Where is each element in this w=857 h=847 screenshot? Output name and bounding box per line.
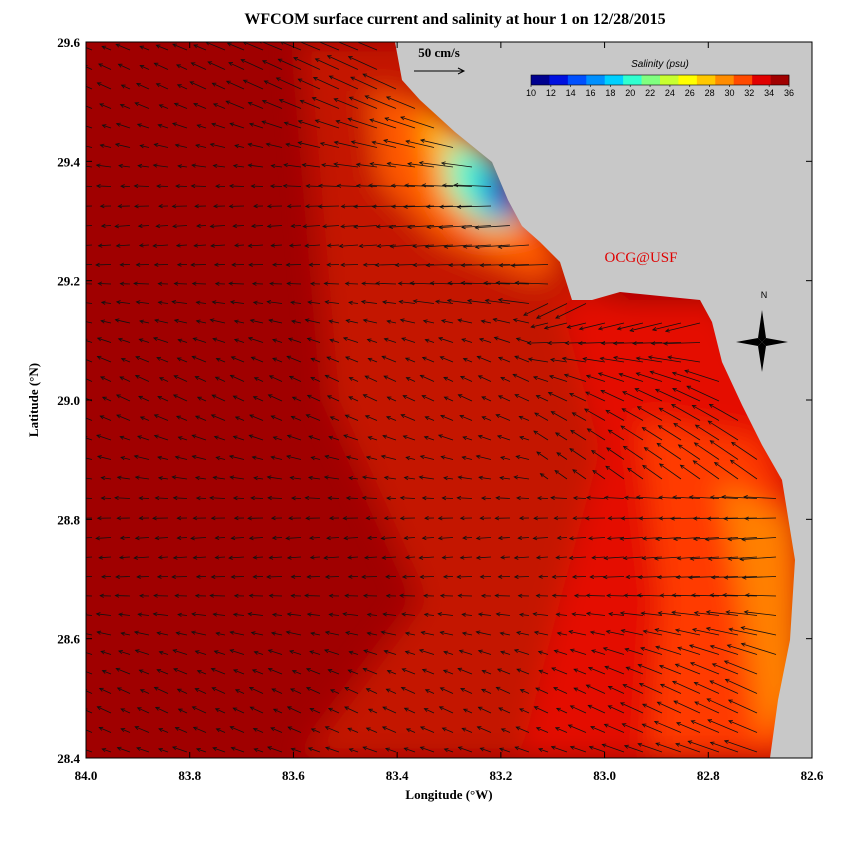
y-tick-label: 28.4: [57, 751, 80, 766]
colorbar-tick-label: 32: [744, 88, 754, 98]
arrow-shaft: [324, 283, 339, 284]
arrow-head: [81, 632, 85, 635]
colorbar-swatch: [549, 75, 568, 85]
arrow-head: [81, 594, 85, 597]
arrow-shaft: [362, 283, 377, 284]
colorbar-tick-label: 30: [724, 88, 734, 98]
arrow-head: [344, 36, 348, 39]
arrow-head: [81, 144, 85, 147]
y-tick-label: 28.6: [57, 632, 80, 647]
arrow-head: [77, 205, 81, 208]
x-tick-label: 83.8: [178, 768, 201, 783]
arrow-head: [82, 536, 86, 539]
y-axis-label: Latitude (°N): [26, 363, 41, 437]
colorbar-tick-label: 18: [605, 88, 615, 98]
x-tick-label: 83.6: [282, 768, 305, 783]
y-tick-label: 29.0: [57, 393, 80, 408]
colorbar-swatch: [623, 75, 642, 85]
colorbar-swatch: [771, 75, 790, 85]
colorbar-swatch: [734, 75, 753, 85]
arrow-head: [80, 184, 84, 187]
colorbar-tick-label: 14: [566, 88, 576, 98]
colorbar-tick-label: 10: [526, 88, 536, 98]
arrow-head: [78, 649, 82, 652]
colorbar-swatch: [531, 75, 550, 85]
arrow-head: [82, 244, 86, 247]
colorbar-tick-label: 20: [625, 88, 635, 98]
arrow-head: [80, 727, 84, 730]
arrow-shaft: [586, 595, 605, 596]
arrow-head: [77, 476, 81, 479]
arrow-shaft: [79, 283, 92, 284]
arrow-head: [79, 669, 83, 672]
arrow-shaft: [229, 283, 244, 284]
title: WFCOM surface current and salinity at ho…: [244, 11, 665, 28]
arrow-shaft: [457, 577, 472, 578]
arrow-head: [79, 224, 83, 227]
arrow-shaft: [362, 577, 377, 578]
arrow-shaft: [590, 577, 605, 578]
y-tick-label: 28.8: [57, 512, 80, 527]
y-tick-label: 29.2: [57, 274, 80, 289]
colorbar-swatch: [586, 75, 605, 85]
credit: OCG@USF: [604, 250, 677, 266]
x-tick-label: 82.8: [697, 768, 720, 783]
arrow-head: [78, 123, 82, 126]
arrow-head: [292, 38, 296, 41]
arrow-shaft: [267, 577, 282, 578]
arrow-shaft: [287, 283, 301, 284]
x-tick-label: 84.0: [75, 768, 98, 783]
colorbar-tick-label: 24: [665, 88, 675, 98]
colorbar-swatch: [660, 75, 679, 85]
arrow-shaft: [552, 577, 567, 578]
arrow-shaft: [306, 186, 320, 187]
arrow-head: [82, 358, 86, 361]
colorbar-tick-label: 16: [586, 88, 596, 98]
x-axis-label: Longitude (°W): [405, 787, 492, 802]
arrow-head: [77, 300, 81, 303]
arrow-head: [79, 496, 83, 499]
arrow-head: [77, 575, 81, 578]
arrow-head: [80, 319, 84, 322]
colorbar-swatch: [678, 75, 697, 85]
colorbar-swatch: [568, 75, 587, 85]
arrow-shaft: [172, 577, 187, 578]
x-tick-label: 83.0: [593, 768, 616, 783]
colorbar-swatch: [752, 75, 771, 85]
arrow-head: [80, 456, 84, 459]
compass-label: N: [761, 290, 768, 300]
arrow-head: [79, 103, 83, 106]
arrow-head: [80, 45, 84, 48]
salinity-field: [77, 36, 812, 758]
colorbar-swatch: [605, 75, 624, 85]
colorbar-tick-label: 34: [764, 88, 774, 98]
colorbar-swatch: [697, 75, 716, 85]
y-tick-label: 29.6: [57, 35, 80, 50]
x-tick-label: 83.2: [489, 768, 512, 783]
colorbar-tick-label: 28: [705, 88, 715, 98]
colorbar-tick-label: 12: [546, 88, 556, 98]
colorbar-label: Salinity (psu): [631, 59, 689, 70]
colorbar-tick-label: 22: [645, 88, 655, 98]
x-tick-label: 82.6: [801, 768, 824, 783]
arrow-head: [330, 38, 334, 41]
colorbar-swatch: [642, 75, 661, 85]
arrow-shaft: [193, 283, 206, 284]
colorbar-tick-label: 26: [685, 88, 695, 98]
colorbar-swatch: [715, 75, 734, 85]
y-tick-label: 29.4: [57, 154, 80, 169]
colorbar-tick-label: 36: [784, 88, 794, 98]
arrow-shaft: [77, 577, 92, 578]
x-tick-label: 83.4: [386, 768, 409, 783]
arrow-head: [78, 556, 82, 559]
arrow-shaft: [319, 206, 339, 207]
arrow-head: [79, 375, 83, 378]
scale-label: 50 cm/s: [418, 45, 460, 60]
arrow-head: [78, 747, 82, 750]
